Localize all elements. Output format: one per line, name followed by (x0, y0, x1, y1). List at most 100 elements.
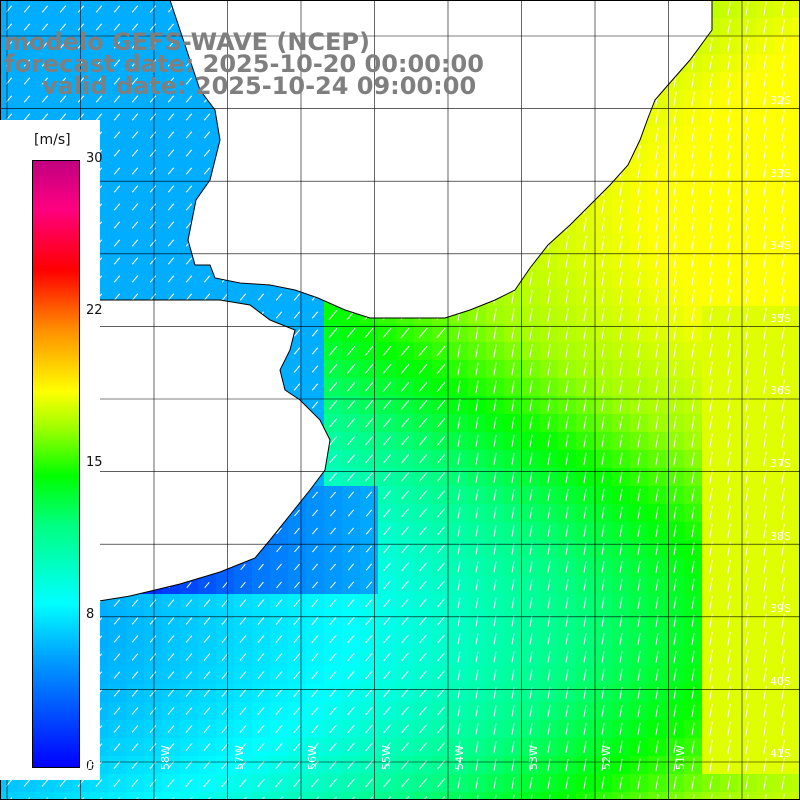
model-title: modelo GEFS-WAVE (NCEP) (4, 28, 370, 56)
wind-arrow (95, 77, 103, 85)
wind-arrow (149, 689, 157, 697)
wind-arrow (457, 651, 461, 663)
wind-arrow (457, 615, 461, 627)
wind-arrow (493, 344, 497, 358)
wind-arrow (529, 452, 533, 466)
wind-arrow (364, 418, 374, 428)
wind-arrow (583, 470, 587, 484)
wind-arrow (347, 670, 355, 680)
wind-arrow (221, 689, 229, 697)
wind-arrow (655, 127, 659, 143)
wind-arrow (727, 721, 731, 737)
wind-cell (792, 774, 800, 792)
wind-cell (324, 792, 342, 800)
wind-arrow (637, 235, 641, 251)
wind-arrow (400, 418, 410, 428)
wind-arrow (131, 77, 139, 85)
wind-arrow (565, 669, 569, 681)
wind-arrow (619, 651, 623, 663)
wind-arrow (293, 652, 301, 662)
wind-arrow (312, 491, 318, 499)
wind-arrow (655, 740, 659, 754)
wind-arrow (547, 434, 551, 448)
wind-arrow (709, 271, 713, 287)
wind-arrow (763, 289, 767, 305)
wind-arrow (763, 631, 767, 647)
wind-arrow (419, 670, 427, 680)
wind-arrow (330, 545, 336, 553)
wind-arrow (583, 289, 587, 305)
wind-arrow (673, 776, 677, 790)
wind-arrow (203, 167, 211, 175)
wind-arrow (311, 670, 319, 680)
wind-arrow (673, 398, 677, 412)
wind-arrow (347, 454, 355, 464)
wind-arrow (619, 344, 623, 358)
wind-arrow (763, 217, 767, 233)
wind-arrow (565, 633, 569, 645)
wind-arrow (745, 559, 749, 575)
wind-arrow (745, 703, 749, 719)
wind-arrow (27, 797, 31, 800)
wind-arrow (457, 525, 461, 537)
wind-cell (450, 792, 468, 800)
wind-arrow (727, 523, 731, 539)
wind-arrow (437, 526, 445, 536)
wind-arrow (418, 381, 428, 393)
wind-arrow (763, 505, 767, 521)
wind-arrow (437, 742, 445, 752)
wind-arrow (583, 705, 587, 717)
wind-arrow (294, 527, 300, 535)
wind-arrow (673, 380, 677, 394)
wind-arrow (276, 581, 282, 589)
wind-arrow (475, 434, 479, 448)
wind-arrow (41, 59, 49, 67)
wind-cell (792, 360, 800, 378)
wind-arrow (781, 91, 785, 107)
wind-cell (252, 792, 270, 800)
wind-arrow (131, 257, 139, 265)
wind-arrow (113, 293, 121, 301)
wind-arrow (239, 653, 247, 661)
wind-arrow (547, 452, 551, 466)
wind-arrow (673, 271, 677, 287)
wind-arrow (149, 635, 157, 643)
wind-arrow (565, 398, 569, 412)
wind-arrow (781, 127, 785, 143)
wind-arrow (312, 581, 318, 589)
wind-arrow (655, 163, 659, 179)
wind-arrow (673, 307, 677, 323)
wind-arrow (763, 523, 767, 539)
wind-arrow (691, 271, 695, 287)
wind-arrow (565, 543, 569, 555)
wind-arrow (511, 326, 515, 340)
wind-arrow (203, 778, 211, 788)
wind-arrow (346, 364, 356, 374)
wind-arrow (547, 723, 551, 735)
wind-arrow (418, 778, 428, 788)
wind-arrow (691, 91, 695, 107)
wind-arrow (436, 327, 446, 339)
wind-cell (792, 306, 800, 324)
wind-arrow (401, 742, 409, 752)
wind-arrow (529, 398, 533, 412)
wind-arrow (365, 454, 373, 464)
wind-arrow (185, 599, 193, 607)
wind-arrow (383, 562, 391, 572)
wind-arrow (365, 472, 373, 482)
wind-arrow (781, 55, 785, 71)
wind-arrow (547, 561, 551, 573)
lon-label: 54W (453, 745, 466, 770)
wind-arrow (673, 181, 677, 197)
wind-arrow (691, 361, 695, 377)
wind-arrow (745, 91, 749, 107)
wind-arrow (709, 397, 713, 413)
wind-cell (162, 792, 180, 800)
wind-arrow (113, 185, 121, 193)
wind-arrow (673, 91, 677, 107)
wind-arrow (113, 23, 121, 31)
wind-arrow (167, 293, 175, 301)
wind-arrow (383, 544, 391, 554)
wind-arrow (781, 19, 785, 35)
wind-arrow (457, 398, 461, 412)
